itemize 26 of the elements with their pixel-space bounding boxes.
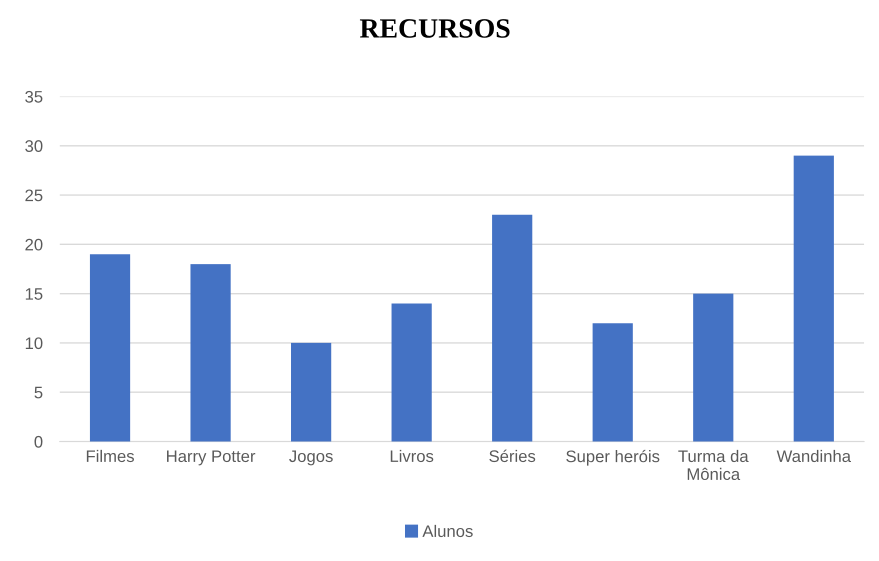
- bar: [592, 323, 633, 442]
- bar: [90, 254, 130, 442]
- bar: [693, 294, 734, 442]
- x-tick-label: Séries: [489, 450, 536, 462]
- x-tick-label: Livros: [390, 450, 434, 462]
- bar: [392, 304, 432, 442]
- x-tick-label: Filmes: [86, 450, 134, 462]
- x-tick-label: Super heróis: [566, 450, 660, 466]
- y-tick-label: 20: [25, 238, 42, 251]
- bar: [794, 156, 834, 442]
- y-tick-label: 15: [26, 288, 42, 300]
- x-tick-label: Wandinha: [776, 450, 851, 462]
- y-tick-label: 5: [34, 386, 42, 398]
- bar: [492, 214, 532, 442]
- chart-title: RECURSOS: [360, 19, 510, 38]
- bar: [291, 342, 332, 442]
- y-tick-label: 25: [25, 189, 42, 202]
- y-tick-label: 30: [25, 140, 42, 152]
- y-tick-label: 10: [26, 337, 42, 350]
- x-tick-label: Jogos: [289, 450, 333, 466]
- legend-label: Alunos: [422, 524, 473, 538]
- y-tick-label: 0: [34, 436, 42, 448]
- y-tick-label: 35: [25, 90, 42, 103]
- bar: [190, 264, 231, 442]
- x-tick-label: Harry Potter: [167, 450, 256, 466]
- x-tick-label: Turma da Mônica: [678, 450, 749, 480]
